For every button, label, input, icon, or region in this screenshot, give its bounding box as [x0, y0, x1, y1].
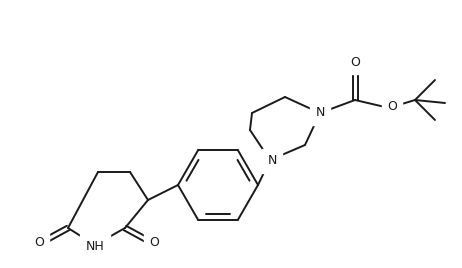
- Text: NH: NH: [85, 240, 104, 252]
- Text: O: O: [387, 100, 397, 114]
- Text: O: O: [149, 236, 159, 248]
- Text: N: N: [267, 154, 277, 168]
- Text: O: O: [350, 55, 360, 69]
- Text: N: N: [315, 106, 325, 120]
- Text: O: O: [34, 236, 44, 248]
